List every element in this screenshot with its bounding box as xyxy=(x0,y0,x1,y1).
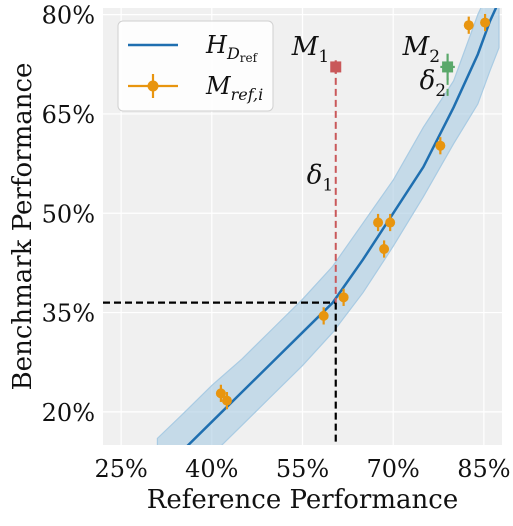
ref-point-4 xyxy=(373,213,384,232)
x-tick-2: 55% xyxy=(276,455,329,483)
ref-point-6-marker xyxy=(379,244,390,255)
label-delta1-main: δ xyxy=(307,160,323,190)
label-m1-sub: 1 xyxy=(318,47,329,67)
ref-point-7 xyxy=(435,137,446,155)
legend-fit-sub: D xyxy=(226,44,240,63)
label-delta1: δ1 xyxy=(307,160,333,195)
x-axis-label: Reference Performance xyxy=(147,485,458,515)
x-tick-0: 25% xyxy=(94,455,147,483)
y-tick-4: 80% xyxy=(42,2,95,30)
ref-point-2 xyxy=(318,307,329,325)
model-m2 xyxy=(440,53,455,81)
ref-point-1 xyxy=(221,392,232,410)
projection-lines xyxy=(103,301,337,445)
label-m2-main: M xyxy=(402,32,431,62)
x-tick-4: 85% xyxy=(457,455,510,483)
legend-ref-sub: ref,i xyxy=(231,85,264,104)
label-m1-main: M xyxy=(291,32,320,62)
x-tick-1: 40% xyxy=(185,455,238,483)
label-delta2-main: δ xyxy=(420,66,436,96)
y-tick-0: 20% xyxy=(42,399,95,427)
ref-point-3-marker xyxy=(338,292,349,303)
reference-points xyxy=(215,13,491,410)
ref-point-4-marker xyxy=(373,217,384,228)
ref-point-6 xyxy=(379,240,390,258)
legend-ref-main: M xyxy=(205,72,232,100)
fit-line xyxy=(186,8,498,445)
y-tick-1: 35% xyxy=(42,300,95,328)
x-tick-labels: 25% 40% 55% 70% 85% xyxy=(94,455,510,483)
y-tick-labels: 20% 35% 50% 65% 80% xyxy=(42,2,95,427)
label-delta2: δ2 xyxy=(420,66,446,101)
legend-ref-label: Mref,i xyxy=(205,72,263,104)
ref-point-5 xyxy=(385,213,396,232)
ref-point-7-marker xyxy=(435,140,446,151)
y-tick-3: 65% xyxy=(42,101,95,129)
ref-point-5-marker xyxy=(385,217,396,228)
ref-point-2-marker xyxy=(318,310,329,321)
label-m1: M1 xyxy=(291,32,329,67)
fit-curve xyxy=(186,8,498,445)
ref-point-1-marker xyxy=(221,395,232,406)
legend-fit-main: H xyxy=(205,31,228,59)
ref-point-9-marker xyxy=(480,17,491,28)
legend-fit-label: HDref xyxy=(205,31,259,65)
y-axis-label: Benchmark Performance xyxy=(8,63,38,391)
confidence-band xyxy=(156,8,500,445)
y-tick-2: 50% xyxy=(42,200,95,228)
band-area xyxy=(156,8,500,445)
model-markers xyxy=(330,53,455,81)
x-tick-3: 70% xyxy=(367,455,420,483)
ref-point-0 xyxy=(215,384,226,402)
ref-point-9 xyxy=(480,13,491,32)
ref-point-8-marker xyxy=(463,20,474,31)
legend-ref-marker xyxy=(147,80,159,92)
model-m1 xyxy=(330,60,342,74)
model-m2-marker xyxy=(442,61,454,73)
grid xyxy=(103,8,502,445)
legend: HDref Mref,i xyxy=(117,20,274,112)
ref-point-8 xyxy=(463,16,474,34)
label-m2-sub: 2 xyxy=(429,47,440,67)
ref-point-0-marker xyxy=(215,388,226,399)
model-m1-marker xyxy=(330,61,342,73)
ref-point-3 xyxy=(338,288,349,306)
label-m2: M2 xyxy=(402,32,440,67)
label-delta1-sub: 1 xyxy=(322,175,333,195)
legend-fit-subsub: ref xyxy=(240,51,259,65)
label-delta2-sub: 2 xyxy=(435,81,446,101)
